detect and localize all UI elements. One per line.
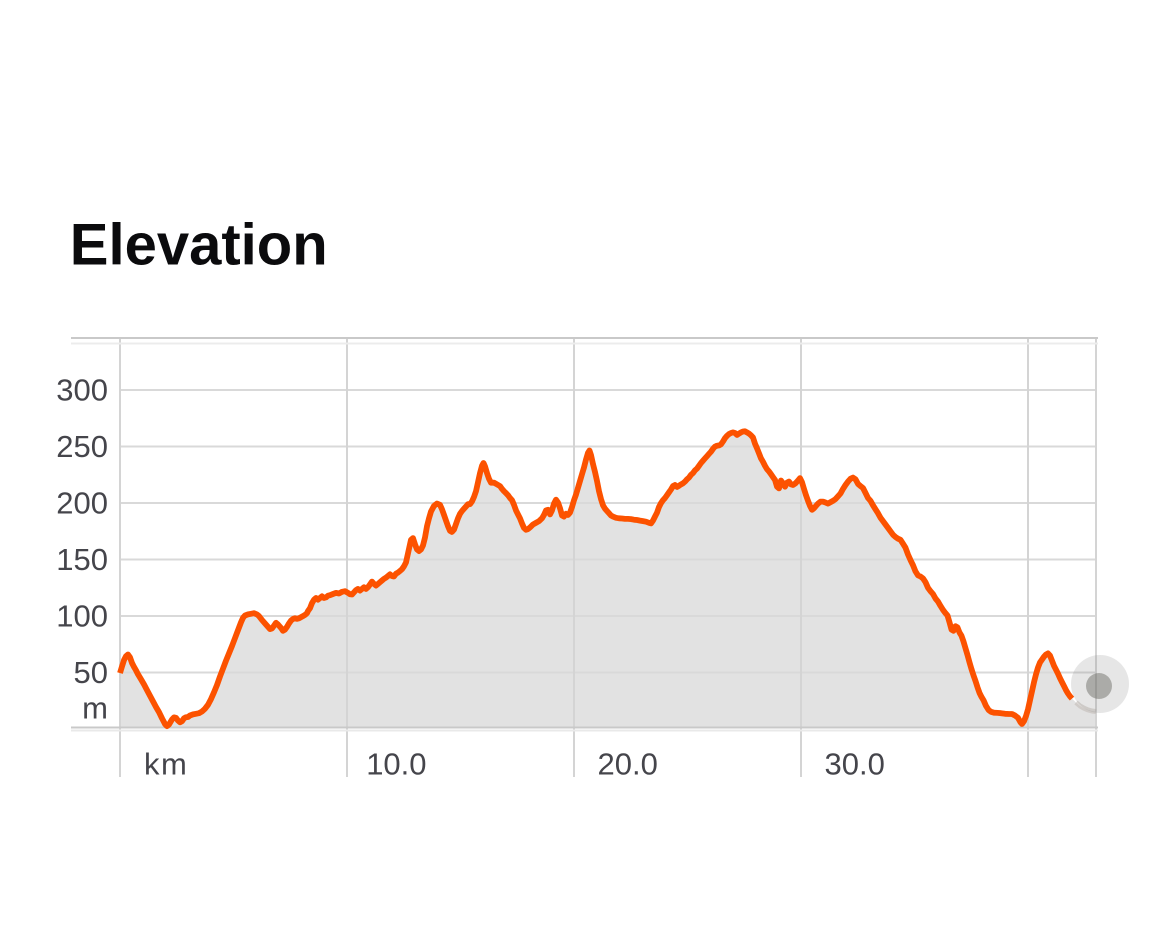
- svg-text:km: km: [144, 747, 188, 782]
- svg-text:100: 100: [56, 599, 108, 634]
- svg-text:Elevation: Elevation: [70, 213, 328, 278]
- svg-text:50: 50: [74, 655, 108, 690]
- svg-text:20.0: 20.0: [598, 747, 658, 782]
- svg-text:30.0: 30.0: [825, 747, 885, 782]
- svg-text:200: 200: [56, 486, 108, 521]
- svg-text:10.0: 10.0: [366, 747, 426, 782]
- svg-text:m: m: [82, 691, 108, 726]
- svg-text:150: 150: [56, 542, 108, 577]
- svg-text:300: 300: [56, 373, 108, 408]
- svg-text:250: 250: [56, 429, 108, 464]
